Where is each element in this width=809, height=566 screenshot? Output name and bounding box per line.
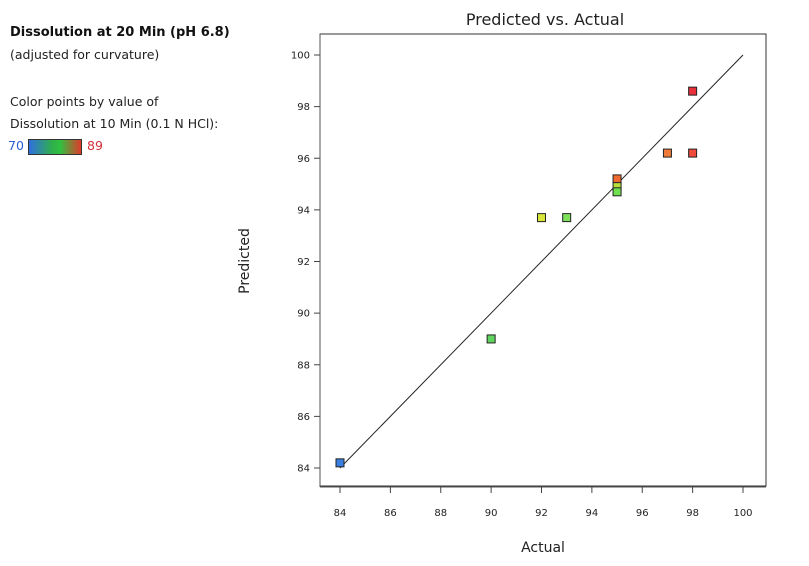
data-point xyxy=(537,213,546,223)
color-gradient-bar xyxy=(28,139,82,155)
reference-line xyxy=(339,54,744,469)
x-axis-label: Actual xyxy=(521,540,565,556)
gradient-max-label: 89 xyxy=(87,138,103,153)
x-tick-label: 92 xyxy=(535,508,548,519)
y-tick-label: 92 xyxy=(297,257,310,268)
data-points xyxy=(335,86,698,468)
x-tick-label: 94 xyxy=(586,508,599,519)
data-point xyxy=(562,213,572,223)
data-point xyxy=(662,148,672,158)
y-tick-label: 88 xyxy=(297,360,310,371)
color-by-variable: Dissolution at 10 Min (0.1 N HCl): xyxy=(10,116,219,131)
gradient-min-label: 70 xyxy=(8,138,24,153)
y-tick-label: 98 xyxy=(297,102,310,113)
x-tick-label: 100 xyxy=(733,508,752,519)
x-tick-label: 86 xyxy=(384,508,397,519)
data-point xyxy=(688,86,698,96)
y-tick-label: 94 xyxy=(297,205,310,216)
data-point xyxy=(335,458,345,468)
x-ticks: 84 86 88 90 92 94 96 98 100 xyxy=(334,487,753,519)
x-tick-label: 98 xyxy=(686,508,699,519)
y-tick-label: 96 xyxy=(297,154,310,165)
y-axis-label: Predicted xyxy=(237,228,253,294)
chart-title: Predicted vs. Actual xyxy=(466,10,624,29)
y-ticks: 84 86 88 90 92 94 96 98 100 xyxy=(291,51,320,475)
y-tick-label: 84 xyxy=(297,464,310,475)
x-tick-label: 88 xyxy=(434,508,447,519)
x-tick-label: 96 xyxy=(636,508,649,519)
legend-panel: Dissolution at 20 Min (pH 6.8) (adjusted… xyxy=(0,0,270,200)
data-point xyxy=(612,187,622,197)
x-tick-label: 90 xyxy=(485,508,498,519)
data-point xyxy=(688,148,698,158)
y-tick-label: 100 xyxy=(291,51,310,62)
y-tick-label: 90 xyxy=(297,309,310,320)
response-note: (adjusted for curvature) xyxy=(10,47,160,62)
x-tick-label: 84 xyxy=(334,508,347,519)
y-tick-label: 86 xyxy=(297,412,310,423)
data-point xyxy=(486,334,496,344)
color-by-label: Color points by value of xyxy=(10,94,159,109)
response-title: Dissolution at 20 Min (pH 6.8) xyxy=(10,25,230,40)
data-point xyxy=(612,174,622,184)
